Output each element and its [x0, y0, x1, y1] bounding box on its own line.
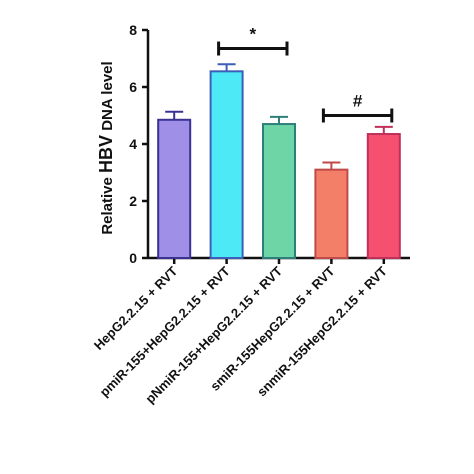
y-tick-label: 4 [129, 136, 137, 152]
y-axis-label-suffix: DNA level [99, 61, 116, 135]
bar [157, 118, 192, 260]
y-axis-label: Relative HBV DNA level [96, 61, 116, 234]
bar [262, 123, 296, 259]
significance-label: # [353, 92, 363, 111]
bars [157, 63, 401, 260]
y-axis: 0 2 4 6 8 [129, 22, 150, 266]
significance-annotations: *# [217, 25, 394, 123]
y-axis-label-emphasis: HBV [96, 135, 116, 173]
y-tick-label: 8 [129, 22, 137, 38]
y-tick-label: 6 [129, 79, 137, 95]
significance-label: * [249, 25, 256, 44]
y-tick-label: 2 [129, 193, 137, 209]
bar [366, 133, 401, 259]
y-tick-label: 0 [129, 250, 137, 266]
y-axis-label-prefix: Relative [99, 173, 116, 235]
bar [209, 70, 244, 259]
bar [314, 168, 349, 259]
